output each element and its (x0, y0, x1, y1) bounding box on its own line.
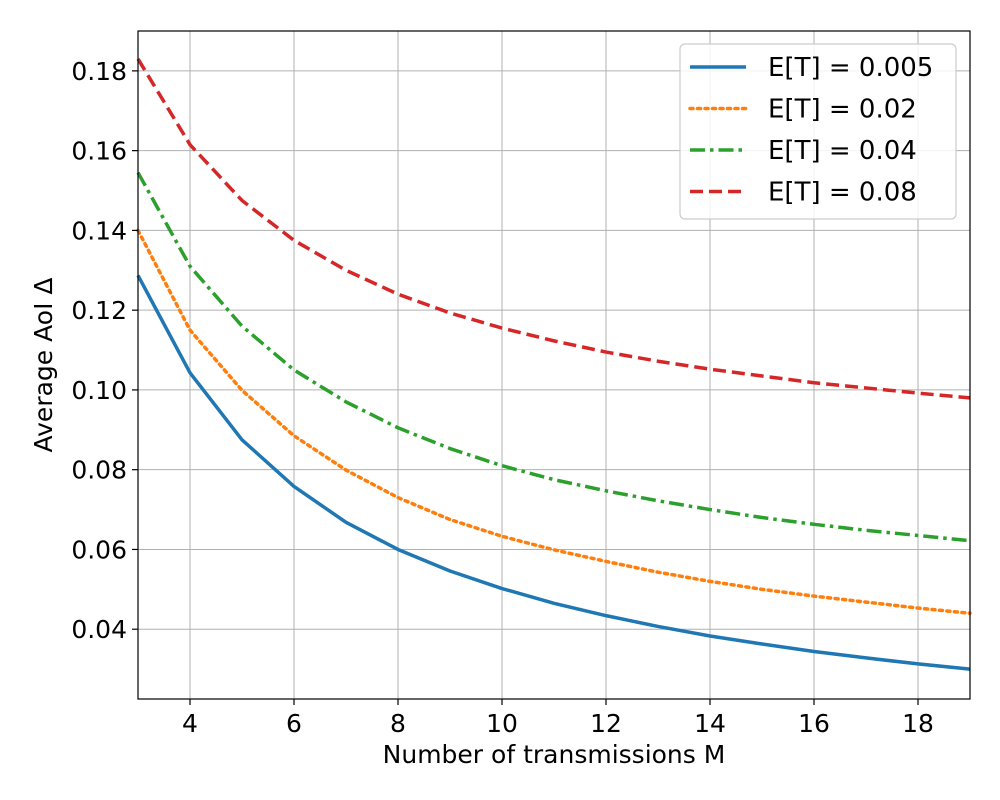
x-tick-label: 4 (182, 709, 198, 738)
x-tick-label: 14 (694, 709, 726, 738)
legend: E[T] = 0.005 E[T] = 0.02 E[T] = 0.04 E[T] =… (679, 43, 957, 220)
y-tick-label: 0.10 (71, 376, 127, 405)
legend-label-4: E[T] = 0.08 (768, 178, 917, 208)
x-tick-label: 16 (798, 709, 830, 738)
series-layer (136, 58, 972, 671)
y-tick-label: 0.08 (71, 456, 127, 485)
x-tick-label: 18 (902, 709, 934, 738)
x-tick-label: 10 (486, 709, 518, 738)
y-tick-label: 0.16 (71, 137, 127, 166)
y-axis-label: Average AoI Δ (29, 278, 58, 453)
y-tick-label: 0.18 (71, 57, 127, 86)
x-tick-label: 8 (390, 709, 406, 738)
x-tick-label: 6 (286, 709, 302, 738)
x-tick-label: 12 (590, 709, 622, 738)
y-tick-label: 0.14 (71, 216, 127, 245)
legend-label-1: E[T] = 0.005 (768, 53, 933, 83)
series-line-3 (136, 171, 971, 543)
y-tick-label: 0.04 (71, 615, 127, 644)
axis-ticks: 4 6 8 10 12 14 16 18 0.04 0.06 0.08 0.10 0.12 0.14 0.1… (71, 57, 934, 738)
x-axis-label: Number of transmissions M (383, 740, 726, 769)
series-line-1 (136, 274, 971, 671)
legend-label-2: E[T] = 0.02 (768, 95, 917, 125)
y-tick-label: 0.12 (71, 296, 127, 325)
plot-frame (137, 30, 971, 700)
y-tick-label: 0.06 (71, 535, 127, 564)
legend-box (679, 43, 957, 220)
series-line-2 (136, 228, 972, 616)
series-line-4 (136, 58, 971, 400)
legend-label-3: E[T] = 0.04 (768, 136, 917, 166)
